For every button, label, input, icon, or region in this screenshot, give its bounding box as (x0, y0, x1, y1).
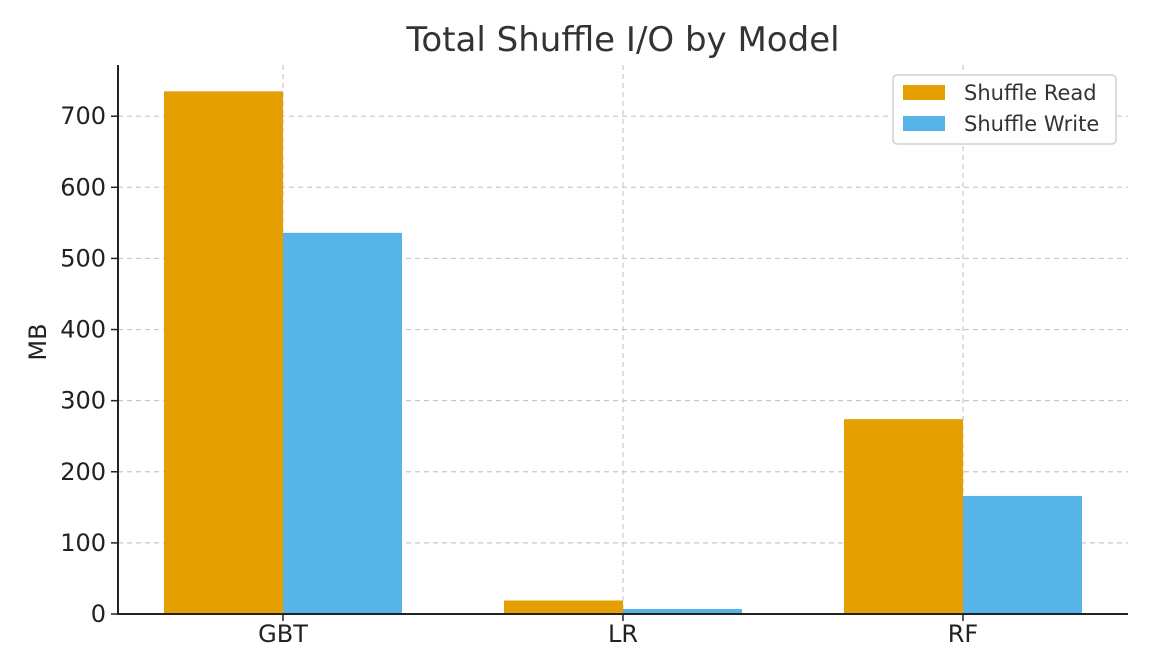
bar-rf-shuffle-read (844, 419, 963, 614)
x-tick-label-rf: RF (948, 620, 978, 648)
legend-label-shuffle-read: Shuffle Read (964, 81, 1097, 105)
y-tick-label-4: 400 (60, 316, 106, 344)
bar-gbt-shuffle-write (283, 232, 402, 614)
legend-swatch-shuffle-read (903, 85, 945, 100)
y-tick-label-0: 0 (91, 600, 106, 628)
x-tick-label-lr: LR (608, 620, 638, 648)
legend-swatch-shuffle-write (903, 116, 945, 131)
bar-gbt-shuffle-read (164, 91, 283, 614)
chart-title: Total Shuffle I/O by Model (405, 20, 839, 60)
bars-layer (164, 91, 1082, 614)
axes-layer: 0 100 200 300 400 500 600 700 GBT LR RF (60, 65, 1128, 648)
y-tick-label-7: 700 (60, 102, 106, 130)
legend: Shuffle Read Shuffle Write (892, 74, 1117, 145)
bar-rf-shuffle-write (963, 495, 1082, 614)
legend-box (892, 74, 1117, 145)
bar-lr-shuffle-write (623, 609, 742, 614)
y-tick-label-5: 500 (60, 244, 106, 272)
y-tick-label-1: 100 (60, 529, 106, 557)
y-tick-label-3: 300 (60, 387, 106, 415)
legend-label-shuffle-write: Shuffle Write (964, 112, 1099, 136)
x-tick-label-gbt: GBT (258, 620, 308, 648)
y-tick-label-2: 200 (60, 458, 106, 486)
bar-lr-shuffle-read (504, 600, 623, 614)
y-axis-label: MB (24, 323, 52, 360)
y-tick-label-6: 600 (60, 173, 106, 201)
